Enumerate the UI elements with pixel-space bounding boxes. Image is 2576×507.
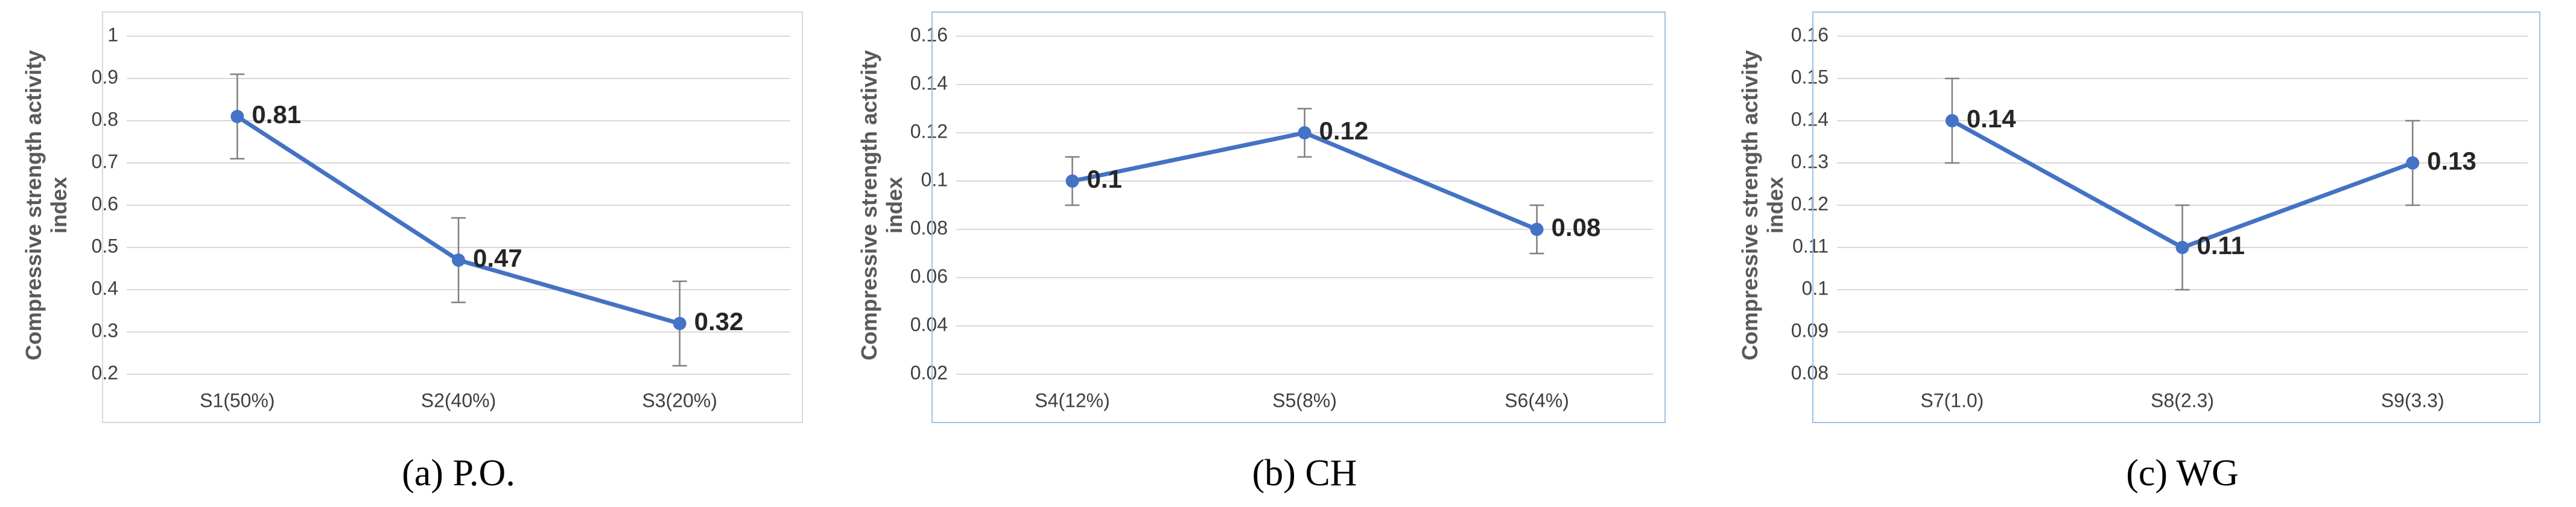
point: [2175, 241, 2189, 254]
y-tick-label: 0.8: [92, 108, 118, 130]
y-tick-label: 0.09: [1791, 319, 1829, 341]
y-tick-label: 0.1: [1802, 277, 1829, 299]
y-tick-label: 0.1: [921, 168, 948, 190]
y-tick-label: 0.5: [92, 235, 118, 257]
point: [230, 110, 244, 123]
x-tick-label: S7(1.0): [1920, 389, 1984, 411]
data-label: 0.12: [1319, 116, 1369, 145]
y-tick-label: 0.15: [1791, 66, 1829, 88]
point: [2406, 156, 2420, 170]
plot-frame: [1812, 11, 2540, 423]
y-axis-label-line: index: [1763, 177, 1788, 234]
x-tick-label: S4(12%): [1035, 389, 1110, 411]
x-tick-label: S1(50%): [200, 389, 275, 411]
y-tick-label: 0.12: [910, 120, 948, 142]
chart-panel: 0.2 0.3 0.4 0.5 0.6 0.7 0.8 0.9 1 Compressive str…: [21, 11, 803, 494]
plot-frame: [102, 11, 803, 423]
y-tick-label: 0.04: [910, 313, 948, 335]
y-axis-label: Compressive strength activityindex: [857, 50, 907, 360]
plot-frame: [931, 11, 1666, 423]
y-tick-label: 0.12: [1791, 193, 1829, 214]
y-axis-label-line: index: [46, 177, 71, 234]
point: [1298, 126, 1312, 139]
chart-panel: 0.020.040.060.080.10.120.140.16Compressi…: [857, 11, 1666, 494]
y-tick-label: 0.06: [910, 265, 948, 287]
point: [1530, 223, 1544, 236]
y-tick-label: 0.02: [910, 362, 948, 383]
y-axis-label: Compressive strength activityindex: [1737, 50, 1788, 360]
y-tick-label: 0.08: [1791, 362, 1829, 383]
y-tick-label: 0.3: [92, 319, 118, 341]
y-tick-label: 0.14: [1791, 108, 1829, 130]
data-label: 0.14: [1967, 104, 2016, 133]
x-tick-label: S3(20%): [642, 389, 717, 411]
y-tick-label: 0.14: [910, 72, 948, 94]
y-tick-label: 0.16: [1791, 24, 1829, 45]
y-tick-label: 0.2: [92, 362, 118, 383]
y-tick-label: 0.08: [910, 217, 948, 238]
x-tick-label: S9(3.3): [2381, 389, 2444, 411]
y-tick-label: 0.4: [92, 277, 118, 299]
point: [452, 253, 465, 267]
y-axis-label-line: Compressive strength activity: [1737, 50, 1762, 360]
y-tick-label: 1: [107, 24, 118, 45]
y-axis-label-line: Compressive strength activity: [857, 50, 881, 360]
y-tick-label: 0.6: [92, 193, 118, 214]
data-label: 0.32: [694, 307, 744, 336]
chart-panel: 0.080.090.10.110.120.130.140.150.16Compr…: [1737, 11, 2540, 494]
data-label: 0.1: [1087, 165, 1122, 193]
point: [1065, 174, 1079, 188]
data-label: 0.08: [1552, 213, 1601, 241]
y-axis-label-line: Compressive strength activity: [21, 50, 46, 360]
data-label: 0.13: [2427, 147, 2476, 175]
data-label: 0.47: [473, 244, 522, 272]
caption: (a) P.O.: [402, 453, 515, 494]
y-axis-label: Compressive strength activityindex: [21, 50, 71, 360]
x-tick-label: S5(8%): [1272, 389, 1337, 411]
y-tick-label: 0.13: [1791, 150, 1829, 172]
x-tick-label: S6(4%): [1505, 389, 1569, 411]
caption: (b) CH: [1252, 453, 1357, 494]
point: [673, 317, 687, 330]
x-tick-label: S2(40%): [421, 389, 496, 411]
caption: (c) WG: [2126, 453, 2238, 494]
y-tick-label: 0.7: [92, 150, 118, 172]
y-tick-label: 0.16: [910, 24, 948, 45]
y-axis-label-line: index: [882, 177, 907, 234]
y-tick-label: 0.9: [92, 66, 118, 88]
x-tick-label: S8(2.3): [2151, 389, 2214, 411]
data-label: 0.81: [252, 100, 301, 129]
point: [1945, 114, 1959, 127]
y-tick-label: 0.11: [1792, 235, 1829, 257]
data-label: 0.11: [2197, 231, 2245, 260]
